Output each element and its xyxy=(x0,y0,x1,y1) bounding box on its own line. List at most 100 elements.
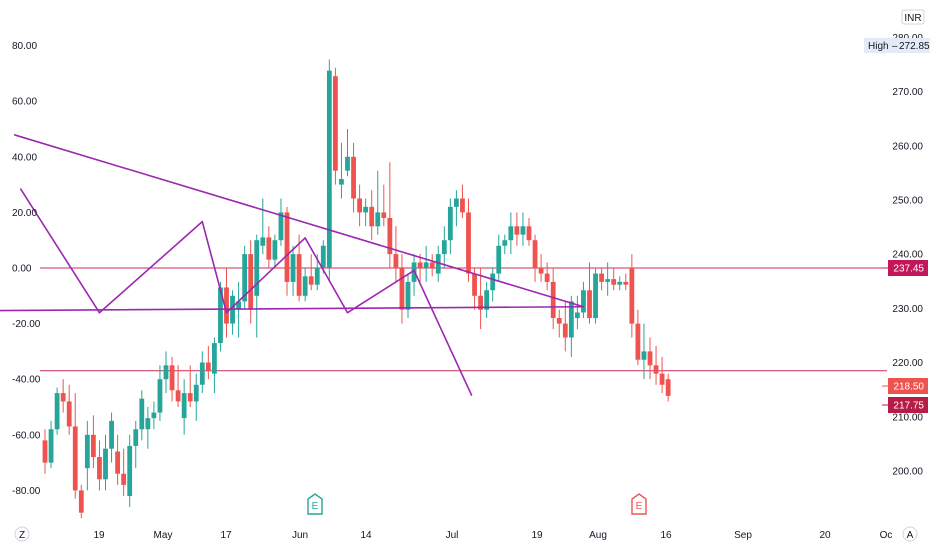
candle-body xyxy=(212,343,217,374)
candle-body xyxy=(66,401,72,427)
left-tick-label: 60.00 xyxy=(12,97,37,108)
candle-20 xyxy=(163,351,169,394)
trendline-3 xyxy=(98,220,204,314)
candle-49 xyxy=(339,142,344,199)
candle-body xyxy=(103,448,108,480)
candle-84 xyxy=(550,268,556,330)
high-value: 272.85 xyxy=(899,41,930,52)
candle-body xyxy=(526,226,532,241)
candle-body xyxy=(205,362,211,371)
candle-67 xyxy=(447,198,453,255)
candle-body xyxy=(151,412,157,419)
candle-77 xyxy=(508,212,514,255)
horizontal-lines xyxy=(40,267,887,372)
candle-69 xyxy=(460,184,465,218)
x-tick-label: 14 xyxy=(360,530,372,541)
candle-6 xyxy=(78,484,84,519)
left-tick-label: 0.00 xyxy=(12,264,32,275)
candle-19 xyxy=(157,365,163,421)
candle-13 xyxy=(121,448,127,496)
candle-body xyxy=(333,76,338,171)
candle-body xyxy=(514,226,520,235)
candle-21 xyxy=(169,356,175,402)
candle-body xyxy=(169,365,175,391)
price-tag-1: 218.50 xyxy=(882,378,928,394)
candle-26 xyxy=(199,351,205,394)
candle-15 xyxy=(133,420,139,469)
candle-75 xyxy=(496,234,502,282)
candle-body xyxy=(490,273,496,291)
candle-body xyxy=(538,268,544,274)
candle-body xyxy=(617,281,623,285)
candle-91 xyxy=(593,268,598,324)
candle-44 xyxy=(308,254,314,291)
trendline-5 xyxy=(225,237,306,314)
candle-body xyxy=(641,351,647,360)
candle-body xyxy=(278,212,284,241)
candle-94 xyxy=(611,268,617,291)
candle-30 xyxy=(224,268,229,338)
candle-85 xyxy=(556,309,562,338)
candle-39 xyxy=(278,198,284,246)
candle-52 xyxy=(357,184,362,227)
candle-body xyxy=(447,206,453,241)
candle-body xyxy=(187,393,193,402)
candle-71 xyxy=(472,268,477,310)
candle-body xyxy=(308,276,314,285)
x-axis-start-badge xyxy=(14,526,30,542)
candle-14 xyxy=(127,434,133,508)
candle-body xyxy=(157,379,163,413)
candle-body xyxy=(199,362,205,385)
candle-24 xyxy=(187,365,193,407)
event-marker-1: E xyxy=(631,493,647,515)
trendline-4 xyxy=(201,220,228,314)
candle-72 xyxy=(478,268,483,330)
candle-body xyxy=(163,365,169,380)
x-tick-label: 20 xyxy=(819,530,831,541)
candle-95 xyxy=(617,276,623,291)
candle-42 xyxy=(296,234,302,302)
candle-body xyxy=(345,156,350,171)
event-marker-shape xyxy=(631,493,647,515)
candle-98 xyxy=(635,309,641,366)
candle-47 xyxy=(326,59,332,282)
x-tick-label: 19 xyxy=(93,530,105,541)
candle-body xyxy=(375,212,381,227)
candle-38 xyxy=(272,234,278,268)
high-label: High xyxy=(868,41,889,52)
candle-body xyxy=(133,429,139,446)
trendline-0 xyxy=(13,134,585,308)
candle-body xyxy=(387,217,393,255)
candle-59 xyxy=(399,254,405,324)
price-tag-text: 218.50 xyxy=(893,382,924,393)
candle-body xyxy=(544,273,550,282)
candle-body xyxy=(236,301,241,310)
candle-41 xyxy=(290,245,296,296)
candle-body xyxy=(224,287,229,324)
candle-body xyxy=(429,262,435,268)
candle-80 xyxy=(526,217,532,246)
candle-4 xyxy=(66,384,72,435)
candle-body xyxy=(611,279,617,285)
candle-18 xyxy=(151,401,157,430)
candle-23 xyxy=(181,379,187,435)
trendline-1 xyxy=(0,305,585,312)
candle-body xyxy=(72,426,78,491)
candle-body xyxy=(97,457,102,480)
candle-body xyxy=(405,281,411,310)
candle-body xyxy=(339,179,344,185)
candle-body xyxy=(484,290,490,310)
left-tick-label: -60.00 xyxy=(12,430,41,441)
candle-55 xyxy=(375,170,381,235)
candle-54 xyxy=(369,190,375,241)
candle-90 xyxy=(587,262,592,324)
candle-body xyxy=(363,206,369,213)
candle-body xyxy=(320,245,326,268)
candle-body xyxy=(441,240,447,255)
candle-7 xyxy=(84,420,90,491)
event-marker-label: E xyxy=(312,501,319,512)
candle-60 xyxy=(405,273,411,319)
candle-62 xyxy=(417,254,423,282)
